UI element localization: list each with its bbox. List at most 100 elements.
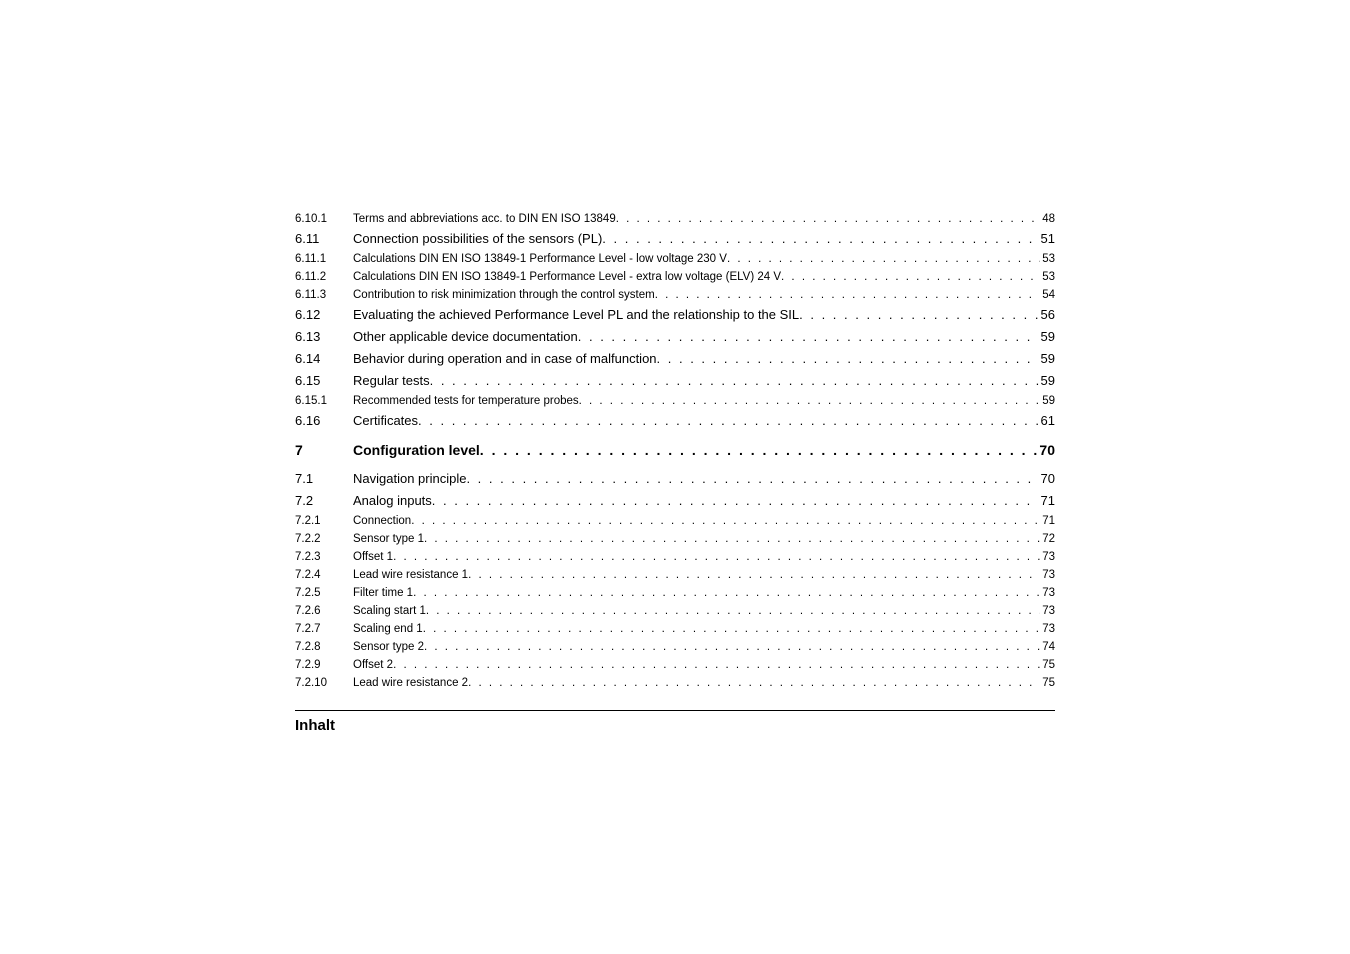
toc-page-number: 70 <box>1037 436 1055 464</box>
toc-leader-dots <box>579 392 1041 410</box>
toc-row: 7.2.5Filter time 1 73 <box>295 584 1055 602</box>
toc-section-number: 7.2.7 <box>295 620 353 638</box>
toc-page-number: 75 <box>1040 656 1055 674</box>
document-page: 6.10.1Terms and abbreviations acc. to DI… <box>0 0 1350 954</box>
toc-row: 6.15.1Recommended tests for temperature … <box>295 392 1055 410</box>
toc-section-number: 6.13 <box>295 326 353 348</box>
toc-section-number: 6.12 <box>295 304 353 326</box>
toc-page-number: 75 <box>1040 674 1055 692</box>
toc-section-title: Certificates <box>353 410 418 432</box>
toc-row: 7.2.9Offset 2 75 <box>295 656 1055 674</box>
toc-leader-dots <box>430 370 1039 392</box>
toc-leader-dots <box>418 410 1039 432</box>
toc-row: 7.2.7Scaling end 173 <box>295 620 1055 638</box>
toc-leader-dots <box>468 674 1040 692</box>
toc-row: 7.2.1Connection71 <box>295 512 1055 530</box>
toc-section-number: 7.2.1 <box>295 512 353 530</box>
toc-section-number: 7.2.9 <box>295 656 353 674</box>
toc-row: 7.1Navigation principle70 <box>295 468 1055 490</box>
toc-page-number: 59 <box>1040 392 1055 410</box>
toc-leader-dots <box>578 326 1039 348</box>
toc-section-title: Evaluating the achieved Performance Leve… <box>353 304 799 326</box>
toc-section-title: Contribution to risk minimization throug… <box>353 286 655 304</box>
toc-leader-dots <box>480 436 1038 464</box>
toc-section-title: Calculations DIN EN ISO 13849-1 Performa… <box>353 250 727 268</box>
toc-section-title: Scaling end 1 <box>353 620 423 638</box>
toc-row: 7.2.2Sensor type 1 72 <box>295 530 1055 548</box>
toc-leader-dots <box>781 268 1040 286</box>
toc-row: 6.11Connection possibilities of the sens… <box>295 228 1055 250</box>
toc-section-title: Sensor type 1 <box>353 530 424 548</box>
toc-leader-dots <box>799 304 1038 326</box>
toc-section-number: 7.2.10 <box>295 674 353 692</box>
toc-leader-dots <box>466 468 1038 490</box>
toc-leader-dots <box>727 250 1040 268</box>
toc-section-title: Offset 1 <box>353 548 393 566</box>
toc-row: 6.15Regular tests59 <box>295 370 1055 392</box>
toc-section-number: 7.2.8 <box>295 638 353 656</box>
toc-row: 6.11.1Calculations DIN EN ISO 13849-1 Pe… <box>295 250 1055 268</box>
toc-section-title: Sensor type 2 <box>353 638 424 656</box>
toc-row: 6.12Evaluating the achieved Performance … <box>295 304 1055 326</box>
toc-section-number: 7.1 <box>295 468 353 490</box>
toc-leader-dots <box>413 584 1040 602</box>
toc-section-title: Analog inputs <box>353 490 432 512</box>
toc-leader-dots <box>423 620 1041 638</box>
toc-leader-dots <box>411 512 1040 530</box>
toc-page-number: 54 <box>1040 286 1055 304</box>
toc-leader-dots <box>426 602 1040 620</box>
toc-section-number: 6.14 <box>295 348 353 370</box>
toc-section-number: 7.2.3 <box>295 548 353 566</box>
toc-section-number: 7.2.4 <box>295 566 353 584</box>
toc-row: 7Configuration level 70 <box>295 436 1055 464</box>
table-of-contents: 6.10.1Terms and abbreviations acc. to DI… <box>295 210 1055 692</box>
toc-row: 7.2.8Sensor type 274 <box>295 638 1055 656</box>
toc-page-number: 73 <box>1040 566 1055 584</box>
toc-section-title: Regular tests <box>353 370 430 392</box>
toc-section-title: Lead wire resistance 2 <box>353 674 468 692</box>
toc-page-number: 59 <box>1039 370 1055 392</box>
footer-label: Inhalt <box>295 717 1055 734</box>
toc-section-number: 6.16 <box>295 410 353 432</box>
toc-page-number: 73 <box>1040 548 1055 566</box>
toc-leader-dots <box>657 348 1039 370</box>
page-footer: Inhalt <box>295 710 1055 734</box>
toc-row: 7.2Analog inputs71 <box>295 490 1055 512</box>
toc-section-title: Offset 2 <box>353 656 393 674</box>
toc-section-number: 7.2 <box>295 490 353 512</box>
toc-section-number: 7.2.5 <box>295 584 353 602</box>
toc-leader-dots <box>468 566 1040 584</box>
toc-page-number: 53 <box>1040 268 1055 286</box>
toc-section-title: Scaling start 1 <box>353 602 426 620</box>
toc-section-title: Filter time 1 <box>353 584 413 602</box>
toc-page-number: 72 <box>1040 530 1055 548</box>
toc-section-title: Other applicable device documentation <box>353 326 578 348</box>
toc-section-title: Lead wire resistance 1 <box>353 566 468 584</box>
toc-section-title: Connection possibilities of the sensors … <box>353 228 602 250</box>
toc-row: 7.2.6Scaling start 173 <box>295 602 1055 620</box>
toc-section-number: 6.11.2 <box>295 268 353 286</box>
toc-leader-dots <box>432 490 1039 512</box>
toc-section-title: Configuration level <box>353 436 480 464</box>
toc-section-number: 7.2.2 <box>295 530 353 548</box>
toc-section-number: 6.15.1 <box>295 392 353 410</box>
toc-row: 6.14Behavior during operation and in cas… <box>295 348 1055 370</box>
toc-leader-dots <box>393 656 1040 674</box>
toc-page-number: 51 <box>1039 228 1055 250</box>
toc-leader-dots <box>602 228 1038 250</box>
toc-row: 7.2.10Lead wire resistance 2 75 <box>295 674 1055 692</box>
toc-page-number: 73 <box>1040 602 1055 620</box>
toc-leader-dots <box>424 530 1040 548</box>
toc-section-number: 7 <box>295 436 353 464</box>
toc-section-number: 6.11.1 <box>295 250 353 268</box>
toc-section-title: Navigation principle <box>353 468 466 490</box>
footer-rule <box>295 710 1055 711</box>
toc-page-number: 73 <box>1040 584 1055 602</box>
toc-section-number: 6.11.3 <box>295 286 353 304</box>
toc-section-number: 6.11 <box>295 228 353 250</box>
toc-row: 6.10.1Terms and abbreviations acc. to DI… <box>295 210 1055 228</box>
toc-page-number: 59 <box>1039 326 1055 348</box>
toc-page-number: 61 <box>1039 410 1055 432</box>
toc-section-title: Behavior during operation and in case of… <box>353 348 657 370</box>
toc-row: 6.16Certificates 61 <box>295 410 1055 432</box>
